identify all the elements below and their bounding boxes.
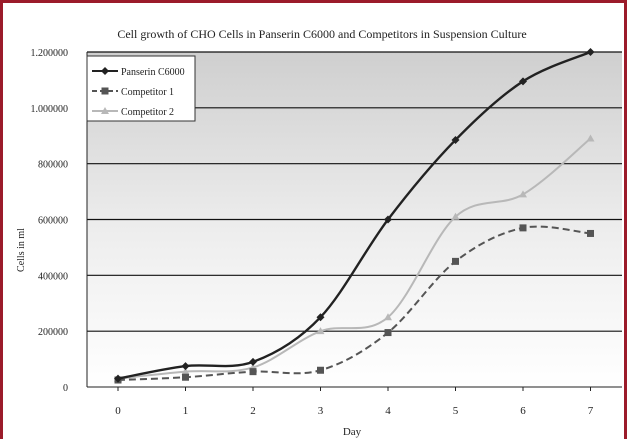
data-point-panserin-c6000 (249, 357, 257, 366)
data-point-competitor-2 (316, 327, 325, 335)
y-axis-label: Cells in ml (16, 228, 27, 272)
y-tick-label: 800000 (38, 160, 68, 171)
legend-marker-competitor-2 (101, 107, 109, 114)
legend: Panserin C6000 Competitor 1 Competitor 2 (86, 55, 196, 122)
data-point-competitor-2 (181, 367, 190, 375)
x-tick-label: 2 (250, 405, 256, 417)
x-tick-label: 1 (183, 405, 189, 417)
y-tick-label: 400000 (38, 271, 68, 282)
y-tick-label: 1.200000 (31, 48, 69, 59)
data-point-panserin-c6000 (384, 215, 392, 224)
data-point-panserin-c6000 (114, 374, 122, 383)
y-tick-label: 200000 (38, 327, 68, 338)
data-point-competitor-1 (587, 229, 594, 237)
x-axis-label: Day (343, 426, 362, 438)
x-tick-label: 6 (520, 405, 526, 417)
x-axis: 0 1 2 3 4 5 6 7 (115, 387, 594, 417)
legend-marker-competitor-1 (101, 87, 109, 95)
series-line-competitor-2 (117, 137, 592, 380)
x-tick-label: 3 (318, 405, 324, 417)
data-point-competitor-1 (452, 257, 459, 265)
data-point-panserin-c6000 (451, 135, 460, 144)
series-group (114, 48, 595, 384)
legend-label-panserin-c6000: Panserin C6000 (121, 67, 185, 78)
data-point-competitor-2 (384, 313, 392, 321)
data-point-competitor-1 (317, 366, 324, 374)
y-tick-label: 600000 (38, 216, 68, 227)
data-point-competitor-2 (586, 134, 595, 142)
data-point-competitor-1 (519, 224, 527, 232)
data-point-competitor-2 (451, 212, 460, 220)
y-tick-label: 0 (63, 383, 68, 394)
data-point-competitor-1 (182, 373, 189, 381)
chart-title: Cell growth of CHO Cells in Panserin C60… (117, 27, 526, 41)
legend-marker-panserin-c6000 (101, 67, 109, 75)
data-point-panserin-c6000 (181, 362, 190, 371)
data-point-competitor-1 (384, 329, 392, 337)
y-tick-label: 1.000000 (31, 104, 69, 115)
x-tick-label: 4 (385, 405, 391, 417)
data-point-competitor-2 (519, 190, 527, 198)
data-point-panserin-c6000 (519, 77, 527, 86)
data-point-panserin-c6000 (316, 313, 325, 322)
legend-label-competitor-2: Competitor 2 (121, 107, 174, 118)
x-tick-label: 5 (453, 405, 459, 417)
series-line-panserin-c6000 (117, 50, 591, 380)
data-point-competitor-1 (249, 368, 257, 376)
legend-label-competitor-1: Competitor 1 (121, 87, 174, 98)
data-point-panserin-c6000 (586, 48, 595, 56)
x-tick-label: 0 (115, 405, 121, 417)
series-line-competitor-1 (117, 225, 591, 382)
y-axis: 0 200000 400000 600000 800000 1.000000 1.20000… (31, 48, 69, 394)
x-tick-label: 7 (588, 405, 594, 417)
